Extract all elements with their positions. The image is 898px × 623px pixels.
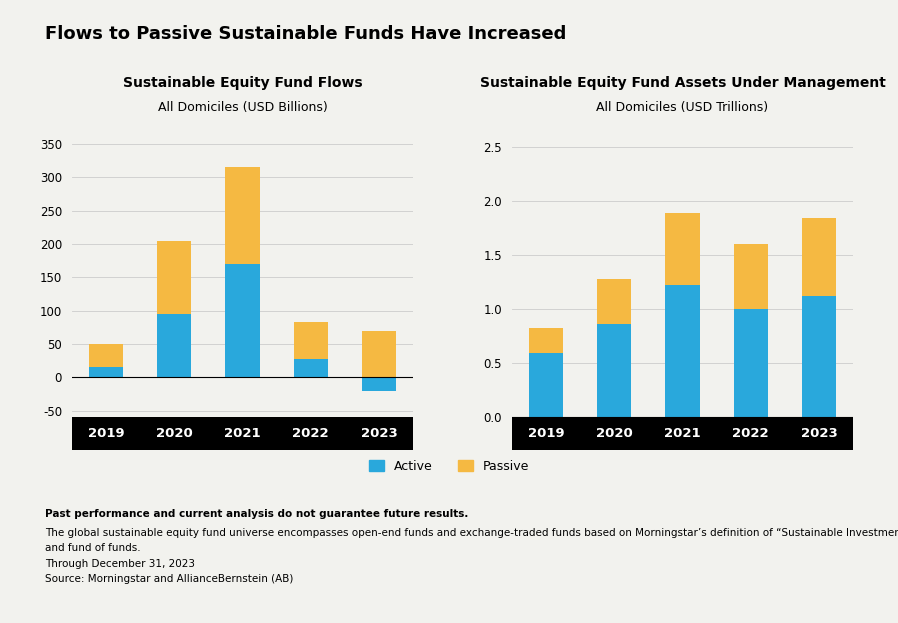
Text: 2023: 2023 [801,427,837,440]
Text: 2020: 2020 [596,427,632,440]
Bar [225,264,260,378]
Bar [225,168,260,264]
Legend: Active, Passive: Active, Passive [364,455,534,478]
Text: Through December 31, 2023: Through December 31, 2023 [45,559,195,569]
Bar [597,325,631,417]
Text: 2021: 2021 [224,427,260,440]
Text: The global sustainable equity fund universe encompasses open-end funds and excha: The global sustainable equity fund unive… [45,528,898,538]
Bar [529,328,563,353]
Bar [362,378,396,391]
Text: Sustainable Equity Fund Flows: Sustainable Equity Fund Flows [123,77,362,90]
Bar [89,368,123,378]
Bar [362,331,396,378]
Text: All Domiciles (USD Trillions): All Domiciles (USD Trillions) [596,101,769,114]
Text: Sustainable Equity Fund Assets Under Management: Sustainable Equity Fund Assets Under Man… [480,77,885,90]
Bar [597,279,631,325]
Text: 2021: 2021 [665,427,700,440]
Text: 2019: 2019 [88,427,124,440]
Text: 2019: 2019 [528,427,564,440]
Bar [157,241,191,314]
Bar [665,285,700,417]
Bar [89,344,123,368]
Bar [157,314,191,378]
Text: Flows to Passive Sustainable Funds Have Increased: Flows to Passive Sustainable Funds Have … [45,25,567,43]
Text: and fund of funds.: and fund of funds. [45,543,140,553]
Bar [529,353,563,417]
Bar [294,359,328,378]
Bar [802,219,836,297]
Bar [734,309,768,417]
Text: 2020: 2020 [156,427,192,440]
Bar [802,297,836,417]
Bar [294,322,328,359]
Text: All Domiciles (USD Billions): All Domiciles (USD Billions) [157,101,328,114]
Text: 2023: 2023 [361,427,397,440]
Text: 2022: 2022 [733,427,769,440]
Bar [665,213,700,285]
Text: 2022: 2022 [293,427,329,440]
Text: Source: Morningstar and AllianceBernstein (AB): Source: Morningstar and AllianceBernstei… [45,574,294,584]
Bar [734,244,768,309]
Text: Past performance and current analysis do not guarantee future results.: Past performance and current analysis do… [45,509,468,519]
